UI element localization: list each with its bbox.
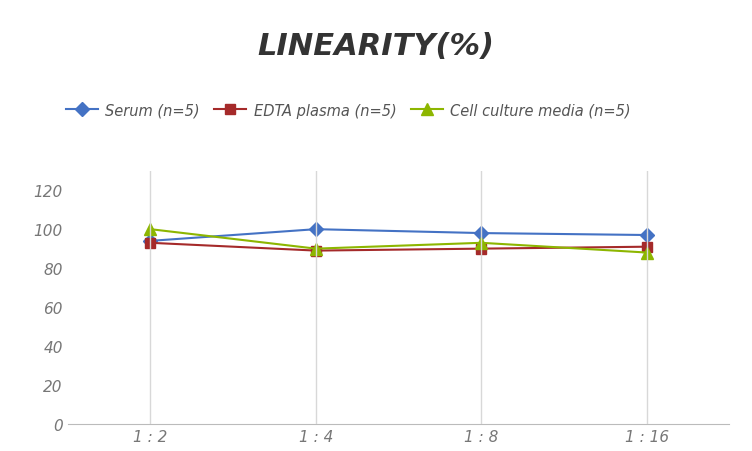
- Legend: Serum (n=5), EDTA plasma (n=5), Cell culture media (n=5): Serum (n=5), EDTA plasma (n=5), Cell cul…: [60, 97, 637, 124]
- Cell culture media (n=5): [311, 246, 320, 252]
- EDTA plasma (n=5): [146, 240, 155, 246]
- Serum (n=5): [642, 233, 651, 238]
- EDTA plasma (n=5): [477, 246, 486, 252]
- Cell culture media (n=5): [146, 227, 155, 232]
- Line: Serum (n=5): Serum (n=5): [146, 225, 651, 246]
- Text: LINEARITY(%): LINEARITY(%): [257, 32, 495, 60]
- EDTA plasma (n=5): [642, 244, 651, 250]
- EDTA plasma (n=5): [311, 249, 320, 254]
- Serum (n=5): [477, 231, 486, 236]
- Cell culture media (n=5): [477, 240, 486, 246]
- Serum (n=5): [311, 227, 320, 232]
- Line: Cell culture media (n=5): Cell culture media (n=5): [145, 224, 652, 258]
- Serum (n=5): [146, 239, 155, 244]
- Line: EDTA plasma (n=5): EDTA plasma (n=5): [146, 239, 651, 256]
- Cell culture media (n=5): [642, 250, 651, 256]
